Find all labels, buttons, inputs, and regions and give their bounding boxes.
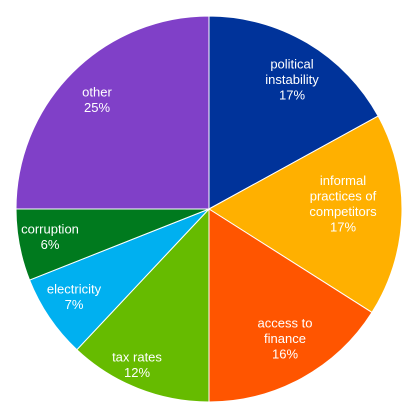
slice-name-label: other (82, 84, 112, 99)
pie-slice-other (15, 15, 210, 210)
slice-label-informal-practices-of-competitors: informal practices of competitors 17% (309, 173, 377, 235)
slices-layer (15, 15, 403, 403)
pie-slice-tax-rates (76, 207, 210, 403)
slice-label-other: other 25% (82, 84, 112, 115)
slice-percent-label: 6% (41, 237, 60, 252)
slice-label-tax-rates: tax rates 12% (112, 349, 162, 380)
labels-layer: political instability 17%informal practices… (21, 57, 377, 380)
slice-label-access-to-finance: access to finance 16% (258, 316, 313, 362)
pie-slice-political-instability (208, 15, 379, 210)
slice-percent-label: 17% (279, 88, 305, 103)
slice-percent-label: 25% (84, 100, 110, 115)
slice-label-political-instability: political instability 17% (265, 57, 319, 103)
slice-name-label: access to (258, 316, 313, 331)
slice-name-label: corruption (21, 221, 79, 236)
slice-label-corruption: corruption 6% (21, 221, 79, 252)
slice-percent-label: 17% (330, 219, 356, 234)
slice-percent-label: 12% (124, 365, 150, 380)
slice-name-label: practices of (310, 188, 377, 203)
slice-name-label: competitors (309, 204, 377, 219)
pie-slice-informal-practices-of-competitors (208, 115, 403, 314)
slice-name-label: finance (264, 331, 306, 346)
pie-slice-access-to-finance (208, 208, 373, 403)
slice-name-label: informal (320, 173, 366, 188)
slice-name-label: tax rates (112, 349, 162, 364)
slice-percent-label: 16% (272, 347, 298, 362)
slice-name-label: electricity (47, 281, 102, 296)
slice-name-label: political (270, 57, 313, 72)
slice-percent-label: 7% (65, 297, 84, 312)
slice-name-label: instability (265, 72, 319, 87)
slice-label-electricity: electricity 7% (47, 281, 102, 312)
